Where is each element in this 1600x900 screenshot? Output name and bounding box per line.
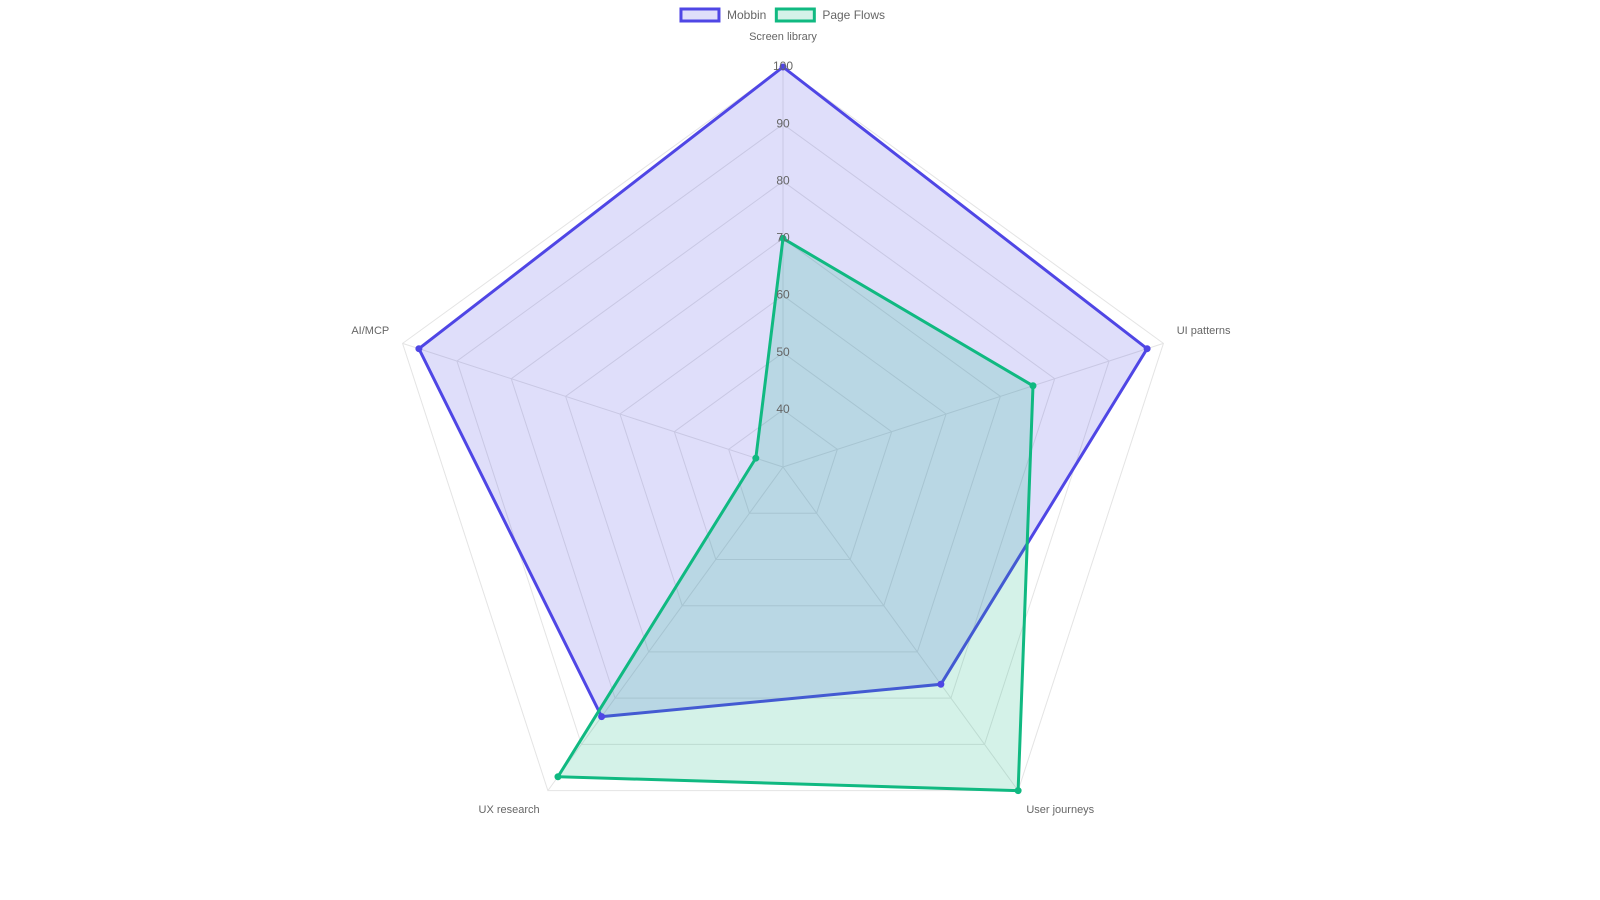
grid-ring — [619, 294, 947, 607]
data-point — [415, 345, 423, 353]
angle-line — [782, 342, 1164, 468]
data-point — [1014, 787, 1022, 795]
series-area — [555, 235, 1035, 793]
legend: Mobbin Page Flows — [679, 7, 885, 23]
legend-swatch — [774, 7, 816, 23]
data-point — [752, 454, 760, 462]
point-label: UI patterns — [1177, 325, 1231, 337]
point-label: AI/MCP — [351, 325, 389, 337]
data-point — [1143, 345, 1151, 353]
grid-ring — [673, 352, 893, 560]
r-tick-label: 50 — [776, 345, 790, 359]
r-tick-label: 60 — [776, 288, 790, 302]
r-tick-label: 100 — [773, 59, 793, 73]
angle-line — [402, 342, 784, 468]
grid-ring — [456, 123, 1110, 745]
point-label: UX research — [479, 804, 540, 816]
r-tick-label: 90 — [776, 116, 790, 130]
r-tick-label: 80 — [776, 173, 790, 187]
grid-ring — [565, 237, 1001, 653]
series-area — [416, 65, 1150, 719]
grid-ring — [728, 409, 838, 514]
point-label: User journeys — [1026, 804, 1094, 816]
grid-ring — [401, 66, 1165, 792]
data-point — [1029, 382, 1037, 390]
r-tick-label: 70 — [776, 231, 790, 245]
legend-swatch — [679, 7, 721, 23]
data-point — [554, 773, 562, 781]
legend-label: Mobbin — [727, 8, 766, 22]
data-point — [779, 63, 787, 71]
r-tick-label: 40 — [776, 402, 790, 416]
data-point — [779, 234, 787, 242]
data-point — [598, 713, 606, 721]
data-point — [937, 680, 945, 688]
point-label: Screen library — [749, 31, 817, 43]
legend-label: Page Flows — [822, 8, 885, 22]
angle-line — [782, 466, 1019, 791]
angle-line — [547, 466, 784, 791]
